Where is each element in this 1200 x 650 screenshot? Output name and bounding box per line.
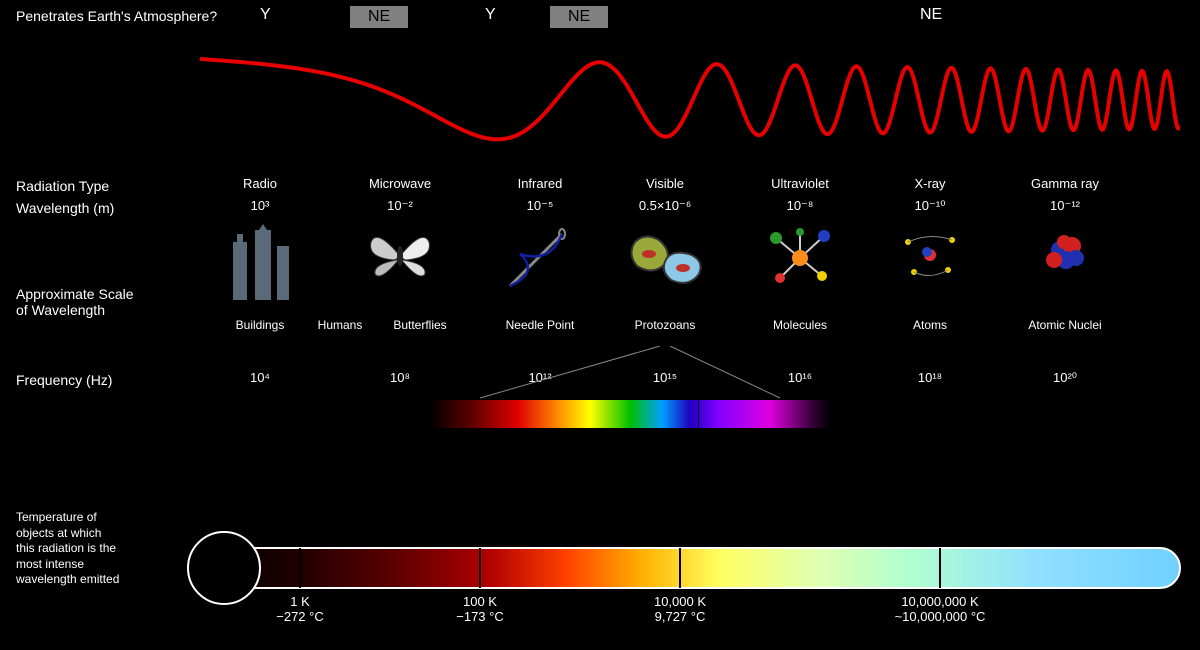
radiation-type-name: X-ray (885, 176, 975, 191)
radiation-type-name: Ultraviolet (755, 176, 845, 191)
scale-caption-label: Approximate Scale of Wavelength (16, 286, 134, 318)
radiation-type-label: Radiation Type (16, 178, 109, 194)
nucleus-icon (1023, 224, 1107, 289)
molecule-icon (758, 224, 842, 295)
penetration-value: NE (920, 6, 942, 24)
radiation-type-name: Gamma ray (1020, 176, 1110, 191)
penetration-value: NE (550, 6, 608, 28)
buildings-icon (218, 224, 302, 305)
penetration-label: Penetrates Earth's Atmosphere? (16, 8, 217, 24)
scale-caption: Butterflies (372, 318, 468, 332)
penetration-value: Y (485, 6, 496, 24)
wavelength-value: 10⁻⁸ (755, 198, 845, 214)
scale-caption: Atoms (882, 318, 978, 332)
temperature-tick: 1 K−272 °C (230, 594, 370, 624)
temperature-tick: 10,000,000 K~10,000,000 °C (870, 594, 1010, 624)
atom-icon (888, 224, 972, 291)
temperature-tick: 100 K−173 °C (410, 594, 550, 624)
wavelength-value: 10³ (215, 198, 305, 213)
scale-caption: Needle Point (492, 318, 588, 332)
radiation-type-name: Visible (620, 176, 710, 191)
wavelength-value: 0.5×10⁻⁶ (620, 198, 710, 214)
wavelength-value: 10⁻² (355, 198, 445, 214)
penetration-value: NE (350, 6, 408, 28)
radiation-type-name: Infrared (495, 176, 585, 191)
wavelength-value: 10⁻¹² (1020, 198, 1110, 214)
scale-caption: Atomic Nuclei (1017, 318, 1113, 332)
scale-caption: Protozoans (617, 318, 713, 332)
wavelength-value: 10⁻¹⁰ (885, 198, 975, 214)
wavelength-label: Wavelength (m) (16, 200, 114, 216)
butterfly-icon (358, 224, 442, 293)
temperature-thermometer (0, 520, 1200, 650)
needle-icon (498, 224, 582, 301)
scale-caption: Molecules (752, 318, 848, 332)
wavelength-value: 10⁻⁵ (495, 198, 585, 214)
visible-connector (0, 346, 1200, 406)
radiation-type-name: Radio (215, 176, 305, 191)
radiation-type-name: Microwave (355, 176, 445, 191)
temperature-tick: 10,000 K9,727 °C (610, 594, 750, 624)
penetration-value: Y (260, 6, 271, 24)
cells-icon (623, 224, 707, 295)
wave-chirp (200, 42, 1180, 162)
